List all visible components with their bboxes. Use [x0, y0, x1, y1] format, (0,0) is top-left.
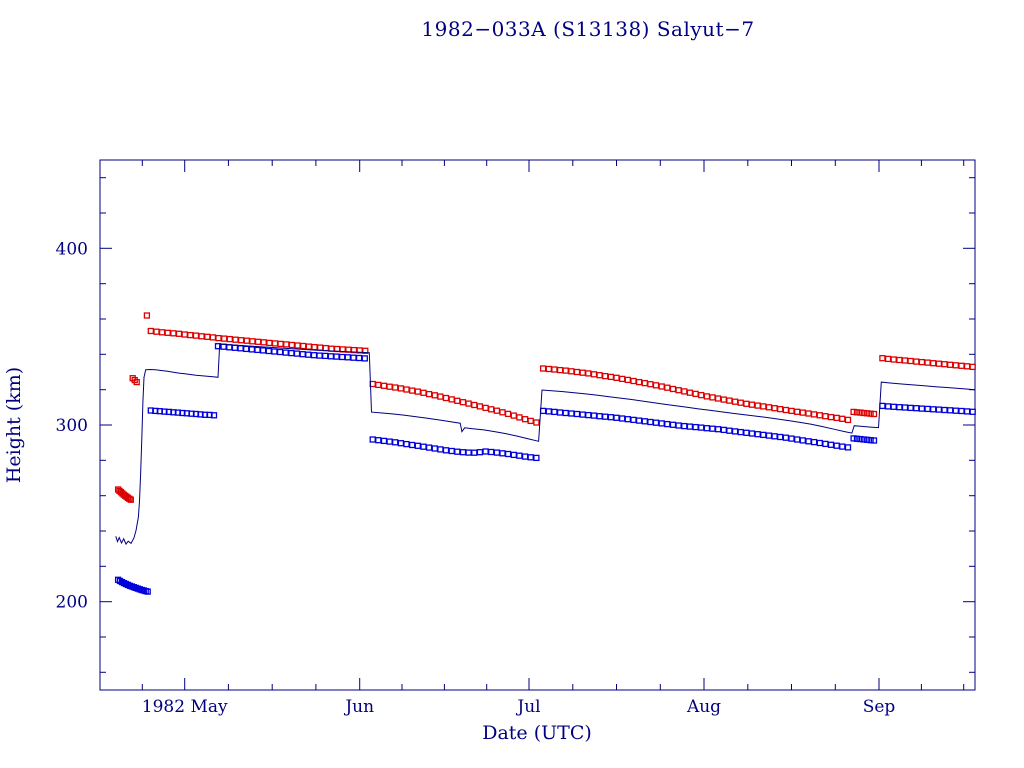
x-tick-label: Sep — [863, 697, 896, 717]
perigee-height-series — [114, 343, 976, 595]
mean-height-line — [115, 343, 976, 546]
axis-tick-labels: 1982 May Jun Jul Aug Sep 200 300 400 — [56, 239, 896, 717]
y-tick-label: 200 — [56, 593, 88, 613]
apogee-height-series — [114, 312, 976, 503]
y-tick-label: 300 — [56, 416, 88, 436]
data-series — [114, 312, 976, 595]
chart-title: 1982−033A (S13138) Salyut−7 — [421, 17, 754, 41]
axis-ticks — [100, 160, 975, 690]
y-tick-label: 400 — [56, 239, 88, 259]
x-tick-label: Jul — [515, 697, 540, 717]
x-tick-label: 1982 May — [142, 697, 228, 717]
x-tick-label: Jun — [343, 697, 374, 717]
x-axis-label: Date (UTC) — [482, 722, 592, 744]
y-axis-label: Height (km) — [3, 367, 25, 483]
x-tick-label: Aug — [686, 697, 721, 717]
mean-height-series — [115, 343, 976, 546]
